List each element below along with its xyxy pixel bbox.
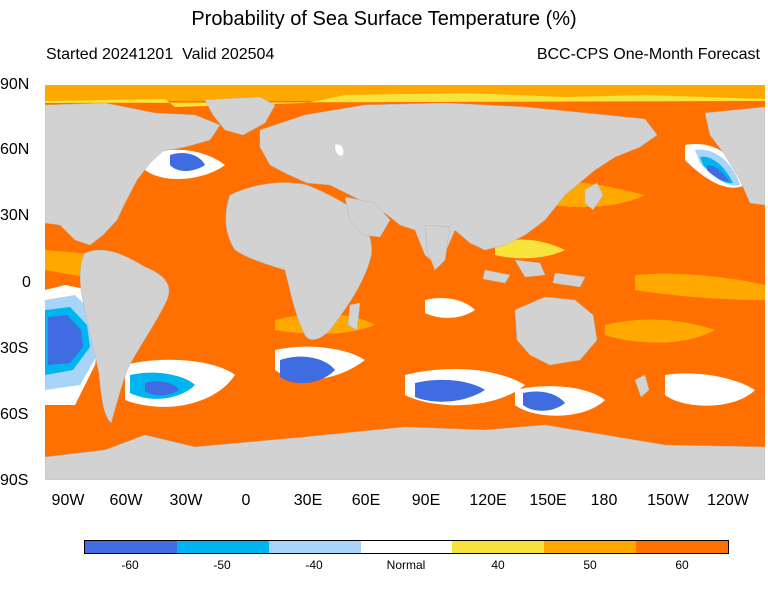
legend-label-minus50: -50 [213,558,231,572]
map-canvas [45,85,765,480]
lat-label-90s: 90S [0,472,29,489]
nepac-minus60-region [707,165,729,182]
lon-label-120e: 120E [469,492,507,509]
new-guinea [552,272,586,288]
lat-label-60n: 60N [0,141,30,158]
legend-swatch-60 [636,541,729,553]
legend-label-40: 40 [491,558,505,572]
lon-label-90w: 90W [51,492,85,509]
lon-label-30e: 30E [293,492,323,509]
south-america [79,249,170,424]
legend-swatch-minus50 [176,541,269,553]
legend-swatch-40 [452,541,545,553]
sepac-minus60-region [48,315,83,365]
sst-probability-map [45,85,765,480]
map-title: Probability of Sea Surface Temperature (… [191,8,577,30]
arabia [344,196,391,238]
wpac-yellow-region [495,239,565,259]
sind-east-minus60-region [415,379,485,402]
legend-swatch-50 [544,541,637,553]
lat-label-30s: 30S [0,340,29,357]
spac-normal-region [665,373,755,406]
model-name-label: BCC-CPS One-Month Forecast [536,46,760,63]
sind-west-minus60-region [280,356,335,384]
lon-label-120w: 120W [707,492,749,509]
lon-label-150e: 150E [529,492,567,509]
sumatra [482,269,511,284]
tasman-minus60-region [523,391,565,411]
lon-label-60w: 60W [109,492,143,509]
new-zealand [634,374,650,398]
natl-minus60-region [170,153,205,171]
madagascar [347,302,361,331]
greenland [204,96,276,136]
japan [584,182,604,211]
legend-label-50: 50 [583,558,597,572]
ind-small-normal-region [425,298,475,318]
legend-label-60: 60 [675,558,689,572]
legend-swatch-normal [360,541,453,553]
legend-swatch-minus40 [268,541,361,553]
north-america [45,102,221,246]
satl-minus60-region [145,381,179,396]
legend-swatch-minus60 [85,541,177,553]
lat-label-equator: 0 [22,274,31,291]
land-masses [45,96,765,480]
central-pac-light-region [635,273,765,300]
north-america-west [704,106,765,206]
color-legend [84,540,729,554]
lon-label-60e: 60E [351,492,381,509]
lon-label-0: 0 [241,492,251,509]
legend-label-minus60: -60 [121,558,139,572]
antarctica [45,424,765,480]
lon-label-180: 180 [590,492,618,509]
eurasia [259,102,658,266]
africa [225,182,372,340]
australia [514,296,598,366]
lon-label-150w: 150W [647,492,689,509]
forecast-start-valid-label: Started 20241201 Valid 202504 [46,46,275,63]
lat-label-30n: 30N [0,207,30,224]
india [424,224,451,271]
legend-label-minus40: -40 [305,558,323,572]
lon-label-30w: 30W [169,492,203,509]
lon-label-90e: 90E [411,492,441,509]
legend-label-normal: Normal [386,558,426,572]
borneo [514,259,546,278]
lat-label-90n: 90N [0,76,30,93]
south-pac-light-region [605,319,715,343]
lake-region [335,144,344,156]
lat-label-60s: 60S [0,406,29,423]
